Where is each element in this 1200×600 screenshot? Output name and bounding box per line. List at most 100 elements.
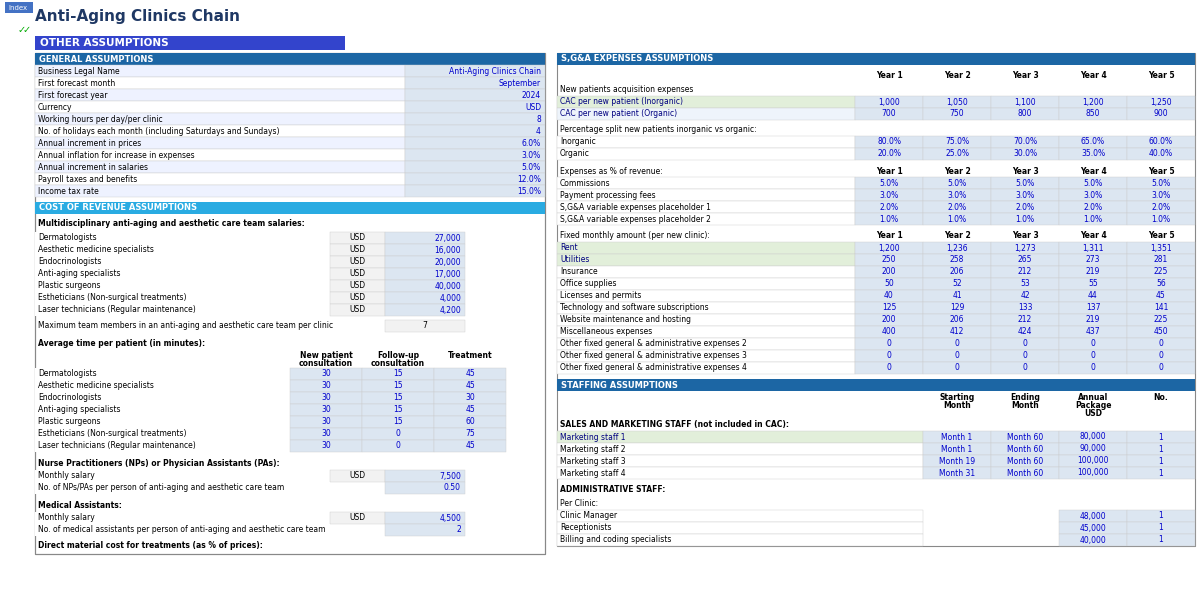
Text: 0: 0	[1091, 364, 1096, 373]
Bar	[557, 136, 854, 148]
Text: 800: 800	[1018, 109, 1032, 118]
Bar	[1127, 213, 1195, 225]
Bar	[330, 244, 385, 256]
Bar	[35, 368, 290, 380]
Text: USD: USD	[349, 269, 366, 278]
Text: 40,000: 40,000	[1080, 535, 1106, 545]
Text: 3.0%: 3.0%	[1015, 191, 1034, 199]
Text: 225: 225	[1154, 316, 1168, 325]
Text: 5.0%: 5.0%	[1015, 179, 1034, 187]
Bar	[557, 96, 854, 108]
Bar	[991, 108, 1060, 120]
Text: 100,000: 100,000	[1078, 469, 1109, 478]
Bar	[557, 213, 854, 225]
Text: 2.0%: 2.0%	[880, 202, 899, 211]
Text: 2.0%: 2.0%	[1015, 202, 1034, 211]
Text: 16,000: 16,000	[434, 245, 461, 254]
Text: 2024: 2024	[522, 91, 541, 100]
Text: USD: USD	[349, 257, 366, 266]
Text: First forecast month: First forecast month	[38, 79, 115, 88]
Bar	[557, 362, 854, 374]
Bar	[991, 189, 1060, 201]
Bar	[290, 368, 362, 380]
Text: 35.0%: 35.0%	[1081, 149, 1105, 158]
Bar	[557, 278, 854, 290]
Text: No. of medical assistants per person of anti-aging and aesthetic care team: No. of medical assistants per person of …	[38, 526, 325, 535]
Text: Payment processing fees: Payment processing fees	[560, 191, 655, 199]
Text: Aesthetic medicine specialists: Aesthetic medicine specialists	[38, 245, 154, 254]
Text: COST OF REVENUE ASSUMPTIONS: COST OF REVENUE ASSUMPTIONS	[38, 203, 197, 212]
Bar	[35, 161, 406, 173]
Bar	[557, 326, 854, 338]
Bar	[406, 149, 545, 161]
Text: Anti-aging specialists: Anti-aging specialists	[38, 269, 120, 278]
Bar	[406, 65, 545, 77]
Bar	[557, 379, 1195, 391]
Bar	[991, 350, 1060, 362]
Text: 4: 4	[536, 127, 541, 136]
Bar	[290, 416, 362, 428]
Bar	[35, 380, 290, 392]
Text: 1.0%: 1.0%	[1152, 214, 1170, 223]
Text: 1,273: 1,273	[1014, 244, 1036, 253]
Text: Ending: Ending	[1010, 392, 1040, 401]
Bar	[290, 440, 362, 452]
Text: Anti-Aging Clinics Chain: Anti-Aging Clinics Chain	[449, 67, 541, 76]
Bar	[1127, 177, 1195, 189]
Bar	[991, 314, 1060, 326]
Text: 0: 0	[1158, 364, 1164, 373]
Text: 141: 141	[1154, 304, 1168, 313]
Text: 45: 45	[466, 382, 475, 391]
Text: 1.0%: 1.0%	[880, 214, 899, 223]
Bar	[991, 443, 1060, 455]
Bar	[1127, 522, 1195, 534]
Text: 2: 2	[456, 526, 461, 535]
Bar	[1060, 510, 1127, 522]
Bar	[362, 440, 434, 452]
Bar	[434, 392, 506, 404]
Text: 5.0%: 5.0%	[522, 163, 541, 172]
Text: Laser technicians (Regular maintenance): Laser technicians (Regular maintenance)	[38, 442, 196, 451]
Text: Plastic surgeons: Plastic surgeons	[38, 281, 101, 290]
Bar	[923, 302, 991, 314]
Text: 1,250: 1,250	[1150, 97, 1172, 107]
Text: Month 60: Month 60	[1007, 457, 1043, 466]
Bar	[406, 185, 545, 197]
Text: 250: 250	[882, 256, 896, 265]
Bar	[991, 431, 1060, 443]
Bar	[1060, 467, 1127, 479]
Bar	[991, 254, 1060, 266]
Text: 70.0%: 70.0%	[1013, 137, 1037, 146]
Text: 0: 0	[1022, 352, 1027, 361]
Text: 55: 55	[1088, 280, 1098, 289]
Bar	[35, 36, 346, 50]
Text: ✓: ✓	[18, 25, 26, 35]
Text: 450: 450	[1153, 328, 1169, 337]
Text: 50: 50	[884, 280, 894, 289]
Bar	[557, 510, 923, 522]
Text: 0: 0	[1158, 340, 1164, 349]
Bar	[923, 290, 991, 302]
Bar	[5, 2, 34, 13]
Bar	[854, 148, 923, 160]
Text: Month 60: Month 60	[1007, 469, 1043, 478]
Bar	[854, 177, 923, 189]
Text: 48,000: 48,000	[1080, 511, 1106, 520]
Bar	[991, 213, 1060, 225]
Text: Year 3: Year 3	[1012, 232, 1038, 241]
Bar	[854, 213, 923, 225]
Text: 1,200: 1,200	[1082, 97, 1104, 107]
Bar	[1127, 350, 1195, 362]
Text: Year 4: Year 4	[1080, 232, 1106, 241]
Text: 0: 0	[396, 442, 401, 451]
Text: Dermatologists: Dermatologists	[38, 233, 97, 242]
Text: 281: 281	[1154, 256, 1168, 265]
Text: 52: 52	[952, 280, 962, 289]
Bar	[406, 89, 545, 101]
Text: Website maintenance and hosting: Website maintenance and hosting	[560, 316, 691, 325]
Text: 90,000: 90,000	[1080, 445, 1106, 454]
Bar	[923, 338, 991, 350]
Bar	[557, 201, 854, 213]
Text: Month 1: Month 1	[941, 433, 973, 442]
Text: 1,000: 1,000	[878, 97, 900, 107]
